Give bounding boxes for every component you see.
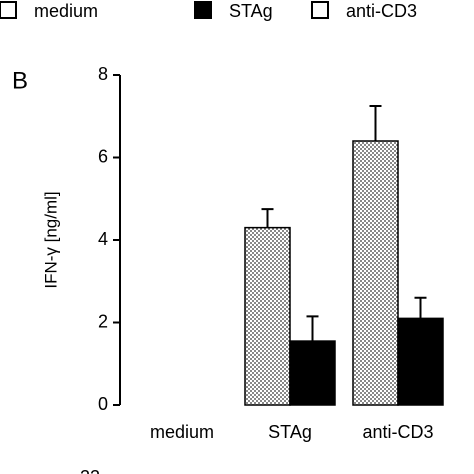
x-tick-label: STAg bbox=[268, 422, 312, 442]
legend-swatch bbox=[0, 1, 17, 19]
y-tick-label: 2 bbox=[98, 311, 108, 331]
legend-label: anti-CD3 bbox=[346, 1, 417, 21]
bar bbox=[397, 317, 444, 406]
y-axis-label: IFN-γ [ng/ml] bbox=[41, 191, 60, 288]
bar bbox=[289, 340, 336, 406]
bar bbox=[244, 226, 291, 406]
x-tick-label: anti-CD3 bbox=[362, 422, 433, 442]
bar bbox=[352, 140, 399, 406]
y-tick-label: 6 bbox=[98, 146, 108, 166]
legend-label: medium bbox=[34, 1, 98, 21]
error-bar bbox=[414, 296, 427, 319]
error-bar bbox=[261, 208, 274, 228]
x-tick-label: medium bbox=[150, 422, 214, 442]
legend-swatch bbox=[311, 1, 329, 19]
error-bar bbox=[306, 315, 319, 342]
y-tick-label: 0 bbox=[98, 394, 108, 414]
footer-text: 22 bbox=[80, 467, 100, 474]
error-bar bbox=[369, 104, 382, 141]
panel-label: B bbox=[12, 67, 28, 94]
legend-label: STAg bbox=[229, 1, 273, 21]
y-tick-label: 4 bbox=[98, 229, 108, 249]
y-tick-label: 8 bbox=[98, 64, 108, 84]
legend-swatch bbox=[194, 1, 212, 19]
